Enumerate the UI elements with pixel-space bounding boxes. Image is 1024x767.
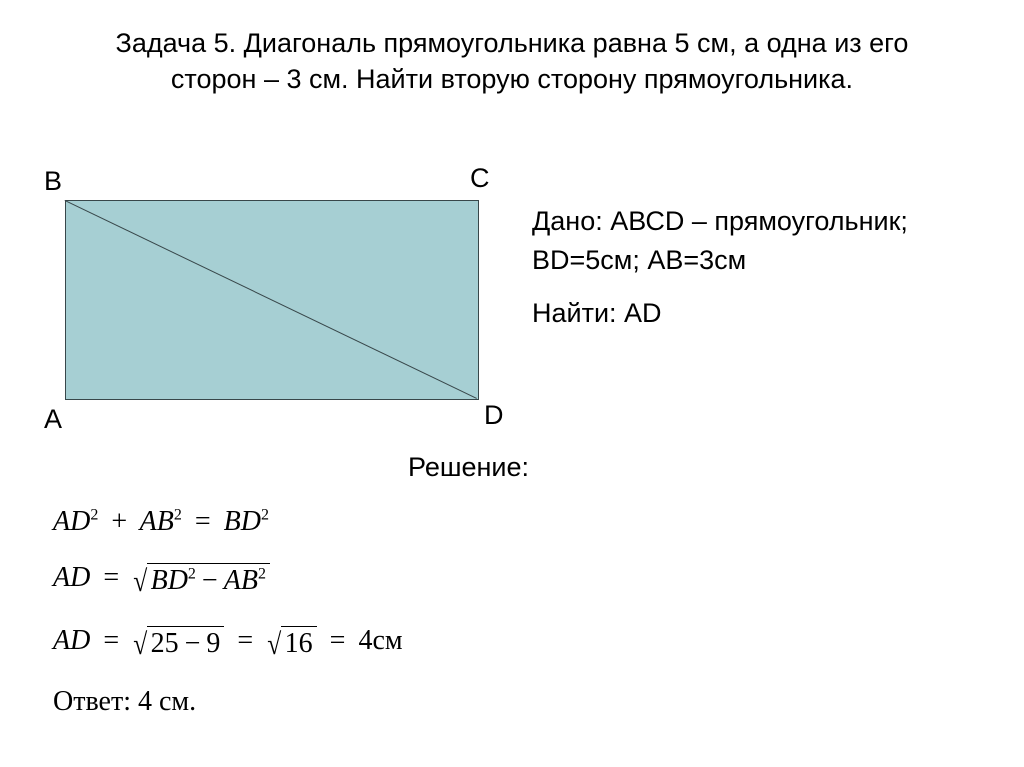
problem-title: Задача 5. Диагональ прямоугольника равна… xyxy=(80,25,944,98)
eq2-bd: BD xyxy=(151,565,188,596)
eq3-16: 16 xyxy=(285,628,313,659)
vertex-label-a: A xyxy=(44,404,62,435)
eq1-ad: AD xyxy=(53,506,90,537)
eq3-result-val: 4 xyxy=(358,625,372,656)
eq1-ab: AB xyxy=(140,506,174,537)
answer-value: 4 см. xyxy=(138,686,196,717)
eq3-25: 25 xyxy=(151,628,179,659)
eq2-ab: AB xyxy=(224,565,258,596)
sqrt-icon: √16 xyxy=(266,626,316,660)
sqrt-icon: √BD2−AB2 xyxy=(132,563,270,597)
vertex-label-c: C xyxy=(470,163,490,194)
vertex-label-d: D xyxy=(484,400,504,431)
spacer xyxy=(532,280,908,294)
equation-3: AD = √25−9 = √16 = 4см xyxy=(53,625,403,660)
vertex-label-b: B xyxy=(44,166,62,197)
find-line: Найти: АD xyxy=(532,294,908,333)
eq3-9: 9 xyxy=(206,628,220,659)
eq3-result-unit: см xyxy=(372,625,402,656)
answer-line: Ответ: 4 см. xyxy=(53,686,196,718)
given-block: Дано: АВСD – прямоугольник; BD=5см; АВ=3… xyxy=(532,202,908,333)
eq3-ad: AD xyxy=(53,625,90,656)
eq2-ad: AD xyxy=(53,562,90,593)
answer-label: Ответ xyxy=(53,686,123,717)
given-line-1: Дано: АВСD – прямоугольник; xyxy=(532,202,908,241)
given-line-2: BD=5см; АВ=3см xyxy=(532,241,908,280)
slide-canvas: Задача 5. Диагональ прямоугольника равна… xyxy=(0,0,1024,767)
solution-label: Решение: xyxy=(408,452,529,483)
equation-1: AD2 + AB2 = BD2 xyxy=(53,506,269,538)
equation-2: AD = √BD2−AB2 xyxy=(53,562,270,597)
eq1-bd: BD xyxy=(224,506,261,537)
sqrt-icon: √25−9 xyxy=(132,626,224,660)
